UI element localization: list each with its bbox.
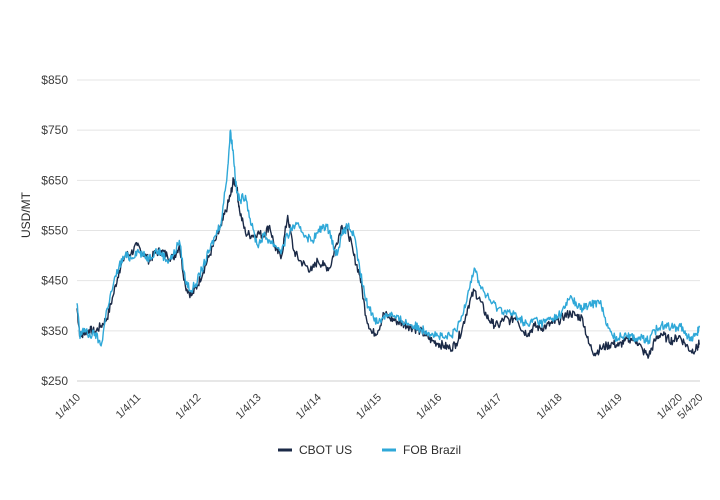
series-line-cbot-us bbox=[76, 177, 701, 359]
x-axis-ticks: 1/4/10 1/4/11 1/4/12 1/4/13 1/4/14 1/4/15 1/4/… bbox=[53, 392, 706, 422]
legend: CBOT US FOB Brazil bbox=[278, 443, 461, 457]
y-tick-label: $250 bbox=[41, 374, 68, 388]
series-line-fob-brazil bbox=[76, 129, 701, 347]
gridlines bbox=[77, 79, 700, 382]
y-axis-ticks: $250 $350 $450 $550 $650 $750 $850 bbox=[41, 73, 68, 388]
y-tick-label: $650 bbox=[41, 173, 68, 187]
y-tick-label: $750 bbox=[41, 123, 68, 137]
x-tick-label: 1/4/18 bbox=[535, 392, 565, 422]
y-tick-label: $850 bbox=[41, 73, 68, 87]
y-tick-label: $450 bbox=[41, 274, 68, 288]
y-tick-label: $550 bbox=[41, 224, 68, 238]
x-tick-label: 1/4/13 bbox=[234, 392, 264, 422]
legend-label: FOB Brazil bbox=[403, 443, 461, 457]
legend-label: CBOT US bbox=[299, 443, 352, 457]
series-lines bbox=[76, 129, 701, 359]
x-tick-label: 1/4/19 bbox=[595, 392, 625, 422]
y-tick-label: $350 bbox=[41, 324, 68, 338]
y-axis-label: USD/MT bbox=[19, 191, 33, 238]
x-tick-label: 1/4/17 bbox=[474, 392, 504, 422]
x-tick-label: 1/4/11 bbox=[114, 392, 144, 422]
x-tick-label: 1/4/14 bbox=[294, 392, 324, 422]
x-tick-label: 1/4/15 bbox=[354, 392, 384, 422]
x-tick-label: 1/4/12 bbox=[173, 392, 203, 422]
x-tick-label: 1/4/10 bbox=[53, 392, 83, 422]
x-tick-label: 1/4/16 bbox=[414, 392, 444, 422]
